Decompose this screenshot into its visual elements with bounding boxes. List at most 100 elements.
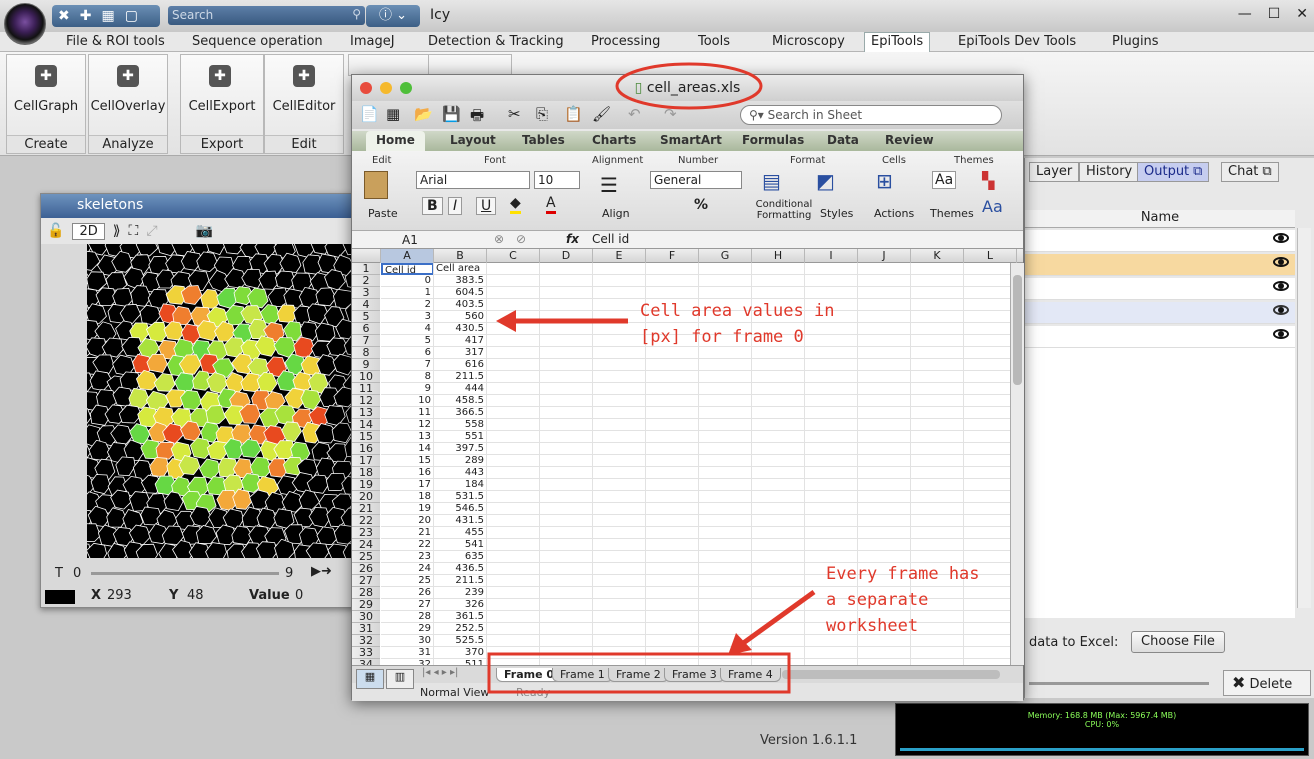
cell-id[interactable]: 3 <box>424 311 431 322</box>
cell-area[interactable]: 361.5 <box>455 611 484 622</box>
layer-row[interactable] <box>1025 230 1295 252</box>
quick-tools[interactable]: ✖ ✚ ▦ ▢ <box>52 5 160 27</box>
cell-id[interactable]: 32 <box>418 659 431 665</box>
cell-area[interactable]: 431.5 <box>455 515 484 526</box>
cell-area[interactable]: 252.5 <box>455 623 484 634</box>
cell-area[interactable]: 370 <box>464 647 484 658</box>
cell-id[interactable]: 14 <box>418 443 431 454</box>
cell-id[interactable]: 6 <box>424 347 431 358</box>
row-header[interactable]: 29 <box>352 599 380 611</box>
cell-area[interactable]: 458.5 <box>455 395 484 406</box>
menu-plugins[interactable]: Plugins <box>1112 34 1159 49</box>
font-color-icon[interactable]: A <box>546 195 556 214</box>
menu-detection-tracking[interactable]: Detection & Tracking <box>428 34 564 49</box>
layer-row[interactable] <box>1025 254 1295 276</box>
fullscreen-icon[interactable]: ⤢ <box>146 223 158 239</box>
menu-processing[interactable]: Processing <box>591 34 661 49</box>
cell-id[interactable]: 29 <box>418 623 431 634</box>
select-all-corner[interactable] <box>352 249 381 263</box>
row-header[interactable]: 16 <box>352 443 380 455</box>
row-header[interactable]: 14 <box>352 419 380 431</box>
fill-color-icon[interactable]: ◆ <box>510 195 521 214</box>
cell-id[interactable]: 4 <box>424 323 431 334</box>
ribbon-tab-formulas[interactable]: Formulas <box>742 133 805 147</box>
number-format-select[interactable]: General <box>650 171 742 189</box>
row-header[interactable]: 11 <box>352 383 380 395</box>
cell-id[interactable]: 16 <box>418 467 431 478</box>
themes-label[interactable]: Themes <box>930 207 974 220</box>
spreadsheet-grid[interactable]: 1 Cell id Cell area 2 0 383.5 3 1 604.5 4 2 403.5 5 3… <box>352 263 1010 665</box>
cell-area[interactable]: 366.5 <box>455 407 484 418</box>
row-header[interactable]: 19 <box>352 479 380 491</box>
panel-tab-chat[interactable]: Chat ⧉ <box>1221 162 1279 182</box>
cell-area[interactable]: 546.5 <box>455 503 484 514</box>
row-header[interactable]: 18 <box>352 467 380 479</box>
formula-input[interactable]: Cell id <box>592 232 630 246</box>
cell-id[interactable]: 15 <box>418 455 431 466</box>
row-header[interactable]: 9 <box>352 359 380 371</box>
maximize-icon[interactable]: ☐ <box>1267 6 1281 22</box>
close-icon[interactable]: ✕ <box>1296 6 1308 22</box>
row-header[interactable]: 17 <box>352 455 380 467</box>
align-icon[interactable]: ☰ <box>600 173 618 197</box>
menu-file-roi-tools[interactable]: File & ROI tools <box>66 34 165 49</box>
row-header[interactable]: 23 <box>352 527 380 539</box>
cell-area[interactable]: 326 <box>464 599 484 610</box>
screenshot-icon[interactable]: 📷 <box>195 223 213 239</box>
cell-area[interactable]: 541 <box>464 539 484 550</box>
menu-epitools-dev-tools[interactable]: EpiTools Dev Tools <box>958 34 1077 49</box>
row-header[interactable]: 15 <box>352 431 380 443</box>
cell-id[interactable]: 20 <box>418 515 431 526</box>
eye-icon[interactable] <box>1273 233 1289 243</box>
column-header-b[interactable]: B <box>434 249 487 263</box>
mode-select[interactable]: 2D <box>72 222 105 240</box>
panel-tab-history[interactable]: History <box>1079 162 1140 182</box>
italic-button[interactable]: I <box>448 197 463 215</box>
layer-scrollbar[interactable] <box>1297 228 1311 608</box>
cell-area[interactable]: 239 <box>464 587 484 598</box>
ribbon-tab-home[interactable]: Home <box>366 131 425 151</box>
cell-id[interactable]: 12 <box>418 419 431 430</box>
cell-area[interactable]: 455 <box>464 527 484 538</box>
conditional-label[interactable]: Conditional Formatting <box>755 199 813 221</box>
row-header[interactable]: 31 <box>352 623 380 635</box>
cell-area[interactable]: 211.5 <box>455 575 484 586</box>
sheet-nav-icon[interactable]: |◂ ◂ ▸ ▸| <box>422 667 459 678</box>
column-header-c[interactable]: C <box>487 249 540 263</box>
ribbon-tab-smartart[interactable]: SmartArt <box>660 133 722 147</box>
cell-id[interactable]: 13 <box>418 431 431 442</box>
copy-icon[interactable]: ⎘ <box>536 105 549 123</box>
cell-id[interactable]: 24 <box>418 563 431 574</box>
menu-sequence-operation[interactable]: Sequence operation <box>192 34 323 49</box>
cell-id[interactable]: 1 <box>424 287 431 298</box>
cell-area[interactable]: 430.5 <box>455 323 484 334</box>
redo-icon[interactable]: ↷ <box>664 105 677 123</box>
cell-area[interactable]: 397.5 <box>455 443 484 454</box>
ribbon-tab-data[interactable]: Data <box>827 133 859 147</box>
save-icon[interactable]: 💾 <box>442 105 461 123</box>
cell-area[interactable]: 383.5 <box>455 275 484 286</box>
cancel-icon[interactable]: ⊗ <box>494 232 505 246</box>
row-header[interactable]: 28 <box>352 587 380 599</box>
cell-area[interactable]: 443 <box>464 467 484 478</box>
layer-row[interactable] <box>1025 326 1295 348</box>
window-icon[interactable]: ▢ <box>124 8 138 24</box>
fit-icon[interactable]: ⛶ <box>128 223 139 239</box>
cell-id[interactable]: 22 <box>418 539 431 550</box>
opacity-slider[interactable] <box>1029 682 1209 685</box>
undo-icon[interactable]: ↶ <box>628 105 641 123</box>
sheet-tab-frame-2[interactable]: Frame 2 <box>608 668 669 682</box>
cell-id[interactable]: 7 <box>424 359 431 370</box>
column-header-a[interactable]: A <box>381 249 434 263</box>
zoom-icon[interactable] <box>400 82 412 94</box>
bold-button[interactable]: B <box>422 197 443 215</box>
eye-icon[interactable] <box>1273 329 1289 339</box>
cell-id[interactable]: 30 <box>418 635 431 646</box>
cell-id[interactable]: 10 <box>418 395 431 406</box>
info-button[interactable]: ⓘ ⌄ <box>366 5 420 27</box>
sheet-tab-frame-1[interactable]: Frame 1 <box>552 668 613 682</box>
cell-area[interactable]: 604.5 <box>455 287 484 298</box>
sync-icon[interactable]: ⟫ <box>112 223 121 239</box>
cell-area[interactable]: 417 <box>464 335 484 346</box>
row-header[interactable]: 21 <box>352 503 380 515</box>
